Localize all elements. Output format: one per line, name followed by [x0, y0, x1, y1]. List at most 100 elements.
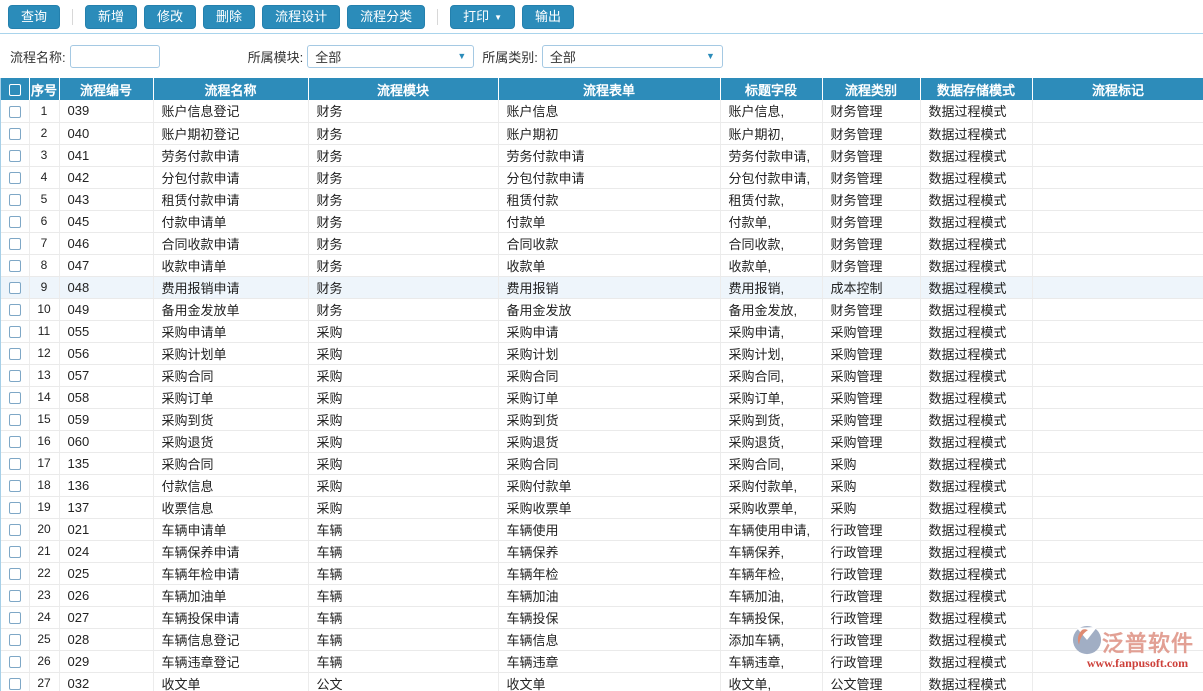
workflow-name-input[interactable]: [69, 44, 160, 68]
table-row[interactable]: 12 056 采购计划单 采购 采购计划 采购计划, 采购管理 数据过程模式: [1, 342, 1203, 365]
table-row[interactable]: 1 039 账户信息登记 财务 账户信息 账户信息, 财务管理 数据过程模式: [1, 100, 1203, 123]
cell-form: 租赁付款: [498, 188, 721, 211]
row-checkbox[interactable]: [8, 216, 21, 229]
table-row[interactable]: 13 057 采购合同 采购 采购合同 采购合同, 采购管理 数据过程模式: [1, 364, 1203, 387]
cell-name: 收票信息: [153, 496, 309, 519]
cell-storage: 数据过程模式: [920, 276, 1033, 299]
row-checkbox[interactable]: [8, 502, 21, 515]
row-checkbox[interactable]: [8, 414, 21, 427]
cell-category: 成本控制: [822, 276, 921, 299]
workflow-design-button[interactable]: 流程设计: [262, 4, 341, 29]
query-button[interactable]: 查询: [8, 4, 61, 29]
table-row[interactable]: 11 055 采购申请单 采购 采购申请 采购申请, 采购管理 数据过程模式: [1, 320, 1203, 343]
cell-storage: 数据过程模式: [920, 232, 1033, 255]
row-checkbox[interactable]: [8, 546, 21, 559]
table-row[interactable]: 10 049 备用金发放单 财务 备用金发放 备用金发放, 财务管理 数据过程模…: [1, 298, 1203, 321]
row-checkbox[interactable]: [8, 524, 21, 537]
delete-button[interactable]: 删除: [203, 4, 256, 29]
table-row[interactable]: 23 026 车辆加油单 车辆 车辆加油 车辆加油, 行政管理 数据过程模式: [1, 584, 1203, 607]
cell-module: 财务: [308, 188, 499, 211]
table-row[interactable]: 15 059 采购到货 采购 采购到货 采购到货, 采购管理 数据过程模式: [1, 408, 1203, 431]
cell-name: 车辆保养申请: [153, 540, 309, 563]
cell-storage: 数据过程模式: [920, 540, 1033, 563]
workflow-name-label: 流程名称:: [10, 49, 66, 65]
row-checkbox[interactable]: [8, 128, 21, 141]
cell-category: 行政管理: [822, 562, 921, 585]
row-checkbox[interactable]: [8, 172, 21, 185]
row-checkbox[interactable]: [8, 590, 21, 603]
select-all-checkbox[interactable]: [8, 84, 21, 97]
row-checkbox[interactable]: [8, 150, 21, 163]
table-row[interactable]: 17 135 采购合同 采购 采购合同 采购合同, 采购 数据过程模式: [1, 452, 1203, 475]
table-row[interactable]: 18 136 付款信息 采购 采购付款单 采购付款单, 采购 数据过程模式: [1, 474, 1203, 497]
category-select[interactable]: 全部 ▼: [541, 44, 723, 68]
cell-category: 采购: [822, 496, 921, 519]
select-all-cell: [1, 78, 30, 100]
cell-storage: 数据过程模式: [920, 562, 1033, 585]
export-button[interactable]: 输出: [522, 4, 575, 29]
row-checkbox[interactable]: [8, 568, 21, 581]
table-row[interactable]: 3 041 劳务付款申请 财务 劳务付款申请 劳务付款申请, 财务管理 数据过程…: [1, 144, 1203, 167]
table-row[interactable]: 21 024 车辆保养申请 车辆 车辆保养 车辆保养, 行政管理 数据过程模式: [1, 540, 1203, 563]
table-row[interactable]: 9 048 费用报销申请 财务 费用报销 费用报销, 成本控制 数据过程模式: [1, 276, 1203, 299]
cell-storage: 数据过程模式: [920, 584, 1033, 607]
table-row[interactable]: 5 043 租赁付款申请 财务 租赁付款 租赁付款, 财务管理 数据过程模式: [1, 188, 1203, 211]
row-checkbox[interactable]: [8, 238, 21, 251]
table-row[interactable]: 26 029 车辆违章登记 车辆 车辆违章 车辆违章, 行政管理 数据过程模式: [1, 650, 1203, 673]
row-checkbox[interactable]: [8, 370, 21, 383]
table-row[interactable]: 14 058 采购订单 采购 采购订单 采购订单, 采购管理 数据过程模式: [1, 386, 1203, 409]
row-checkbox[interactable]: [8, 656, 21, 669]
cell-storage: 数据过程模式: [920, 144, 1033, 167]
table-row[interactable]: 6 045 付款申请单 财务 付款单 付款单, 财务管理 数据过程模式: [1, 210, 1203, 233]
row-checkbox-cell: [1, 430, 30, 453]
cell-code: 046: [59, 232, 154, 255]
cell-seq: 13: [29, 364, 60, 387]
row-checkbox[interactable]: [8, 436, 21, 449]
row-checkbox[interactable]: [8, 194, 21, 207]
cell-title-field: 添加车辆,: [720, 628, 823, 651]
cell-mark: [1032, 342, 1203, 365]
cell-code: 043: [59, 188, 154, 211]
cell-seq: 24: [29, 606, 60, 629]
table-row[interactable]: 27 032 收文单 公文 收文单 收文单, 公文管理 数据过程模式: [1, 672, 1203, 691]
edit-button[interactable]: 修改: [144, 4, 197, 29]
cell-form: 账户期初: [498, 122, 721, 145]
table-row[interactable]: 16 060 采购退货 采购 采购退货 采购退货, 采购管理 数据过程模式: [1, 430, 1203, 453]
table-row[interactable]: 4 042 分包付款申请 财务 分包付款申请 分包付款申请, 财务管理 数据过程…: [1, 166, 1203, 189]
row-checkbox[interactable]: [8, 348, 21, 361]
cell-title-field: 账户信息,: [720, 100, 823, 123]
cell-mark: [1032, 628, 1203, 651]
row-checkbox[interactable]: [8, 612, 21, 625]
table-row[interactable]: 7 046 合同收款申请 财务 合同收款 合同收款, 财务管理 数据过程模式: [1, 232, 1203, 255]
table-row[interactable]: 24 027 车辆投保申请 车辆 车辆投保 车辆投保, 行政管理 数据过程模式: [1, 606, 1203, 629]
add-button[interactable]: 新增: [85, 4, 138, 29]
cell-seq: 12: [29, 342, 60, 365]
table-row[interactable]: 25 028 车辆信息登记 车辆 车辆信息 添加车辆, 行政管理 数据过程模式: [1, 628, 1203, 651]
print-dropdown-button[interactable]: 打印 ▼: [450, 4, 516, 29]
row-checkbox[interactable]: [8, 282, 21, 295]
row-checkbox[interactable]: [8, 678, 21, 691]
row-checkbox[interactable]: [8, 458, 21, 471]
cell-code: 032: [59, 672, 154, 691]
table-row[interactable]: 20 021 车辆申请单 车辆 车辆使用 车辆使用申请, 行政管理 数据过程模式: [1, 518, 1203, 541]
row-checkbox[interactable]: [8, 260, 21, 273]
row-checkbox[interactable]: [8, 326, 21, 339]
cell-mark: [1032, 298, 1203, 321]
cell-seq: 2: [29, 122, 60, 145]
row-checkbox[interactable]: [8, 105, 21, 118]
table-row[interactable]: 19 137 收票信息 采购 采购收票单 采购收票单, 采购 数据过程模式: [1, 496, 1203, 519]
cell-storage: 数据过程模式: [920, 166, 1033, 189]
table-row[interactable]: 22 025 车辆年检申请 车辆 车辆年检 车辆年检, 行政管理 数据过程模式: [1, 562, 1203, 585]
row-checkbox[interactable]: [8, 480, 21, 493]
row-checkbox-cell: [1, 584, 30, 607]
workflow-category-button[interactable]: 流程分类: [347, 4, 426, 29]
table-row[interactable]: 2 040 账户期初登记 财务 账户期初 账户期初, 财务管理 数据过程模式: [1, 122, 1203, 145]
row-checkbox[interactable]: [8, 304, 21, 317]
cell-title-field: 收文单,: [720, 672, 823, 691]
row-checkbox[interactable]: [8, 392, 21, 405]
table-row[interactable]: 8 047 收款申请单 财务 收款单 收款单, 财务管理 数据过程模式: [1, 254, 1203, 277]
cell-module: 车辆: [308, 562, 499, 585]
module-select[interactable]: 全部 ▼: [307, 44, 475, 68]
row-checkbox[interactable]: [8, 634, 21, 647]
cell-module: 采购: [308, 496, 499, 519]
